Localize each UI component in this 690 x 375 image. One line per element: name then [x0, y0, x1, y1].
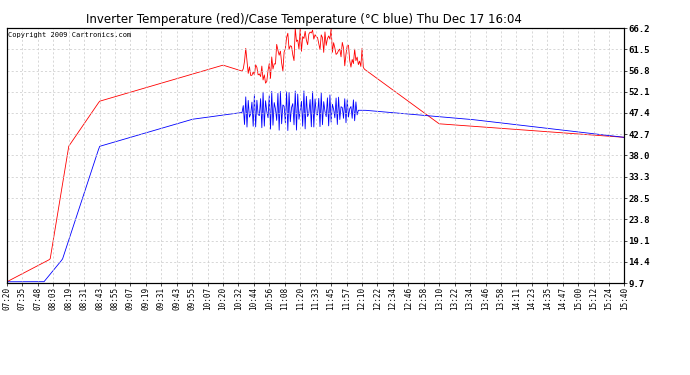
- Text: Copyright 2009 Cartronics.com: Copyright 2009 Cartronics.com: [8, 32, 131, 38]
- Text: Inverter Temperature (red)/Case Temperature (°C blue) Thu Dec 17 16:04: Inverter Temperature (red)/Case Temperat…: [86, 13, 522, 26]
